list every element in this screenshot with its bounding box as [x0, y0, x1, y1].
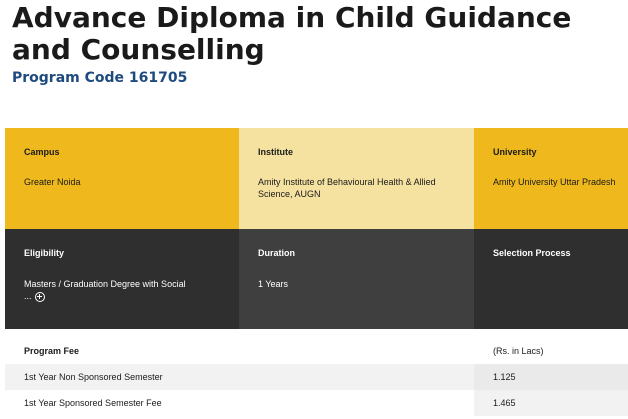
university-cell: University Amity University Uttar Prades… [474, 128, 628, 229]
duration-label: Duration [258, 248, 295, 258]
table-row: 1st Year Sponsored Semester Fee 1.465 [5, 390, 628, 416]
eligibility-cell: Eligibility Masters / Graduation Degree … [5, 229, 239, 329]
table-row: 1st Year Non Sponsored Semester 1.125 [5, 364, 628, 390]
institute-cell: Institute Amity Institute of Behavioural… [239, 128, 474, 229]
fee-row-label: 1st Year Sponsored Semester Fee [5, 390, 474, 416]
duration-cell: Duration 1 Years [239, 229, 474, 329]
duration-value: 1 Years [258, 279, 289, 289]
fee-row-value: 1.125 [474, 364, 628, 390]
institute-value: Amity Institute of Behavioural Health & … [258, 177, 436, 199]
selection-process-label: Selection Process [493, 248, 571, 258]
fee-header-unit: (Rs. in Lacs) [493, 346, 544, 356]
campus-value: Greater Noida [24, 177, 81, 187]
campus-cell: Campus Greater Noida [5, 128, 239, 229]
eligibility-value-wrap: Masters / Graduation Degree with Social … [24, 278, 239, 302]
program-title: Advance Diploma in Child Guidance and Co… [12, 1, 572, 66]
institute-label: Institute [258, 147, 293, 157]
selection-process-cell: Selection Process [474, 229, 628, 329]
university-label: University [493, 147, 537, 157]
eligibility-label: Eligibility [24, 248, 65, 258]
info-row-secondary: Eligibility Masters / Graduation Degree … [5, 229, 628, 329]
fee-header-label: Program Fee [24, 346, 80, 356]
info-row-primary: Campus Greater Noida Institute Amity Ins… [5, 128, 628, 229]
campus-label: Campus [24, 147, 60, 157]
university-value: Amity University Uttar Pradesh [493, 177, 616, 187]
fee-table-header: Program Fee (Rs. in Lacs) [5, 338, 628, 364]
eligibility-value: Masters / Graduation Degree with Social … [24, 279, 186, 301]
fee-table: Program Fee (Rs. in Lacs) 1st Year Non S… [5, 338, 628, 416]
program-code: Program Code 161705 [12, 70, 188, 86]
circle-plus-icon[interactable] [34, 291, 45, 302]
fee-row-label: 1st Year Non Sponsored Semester [5, 364, 474, 390]
fee-row-value: 1.465 [474, 390, 628, 416]
